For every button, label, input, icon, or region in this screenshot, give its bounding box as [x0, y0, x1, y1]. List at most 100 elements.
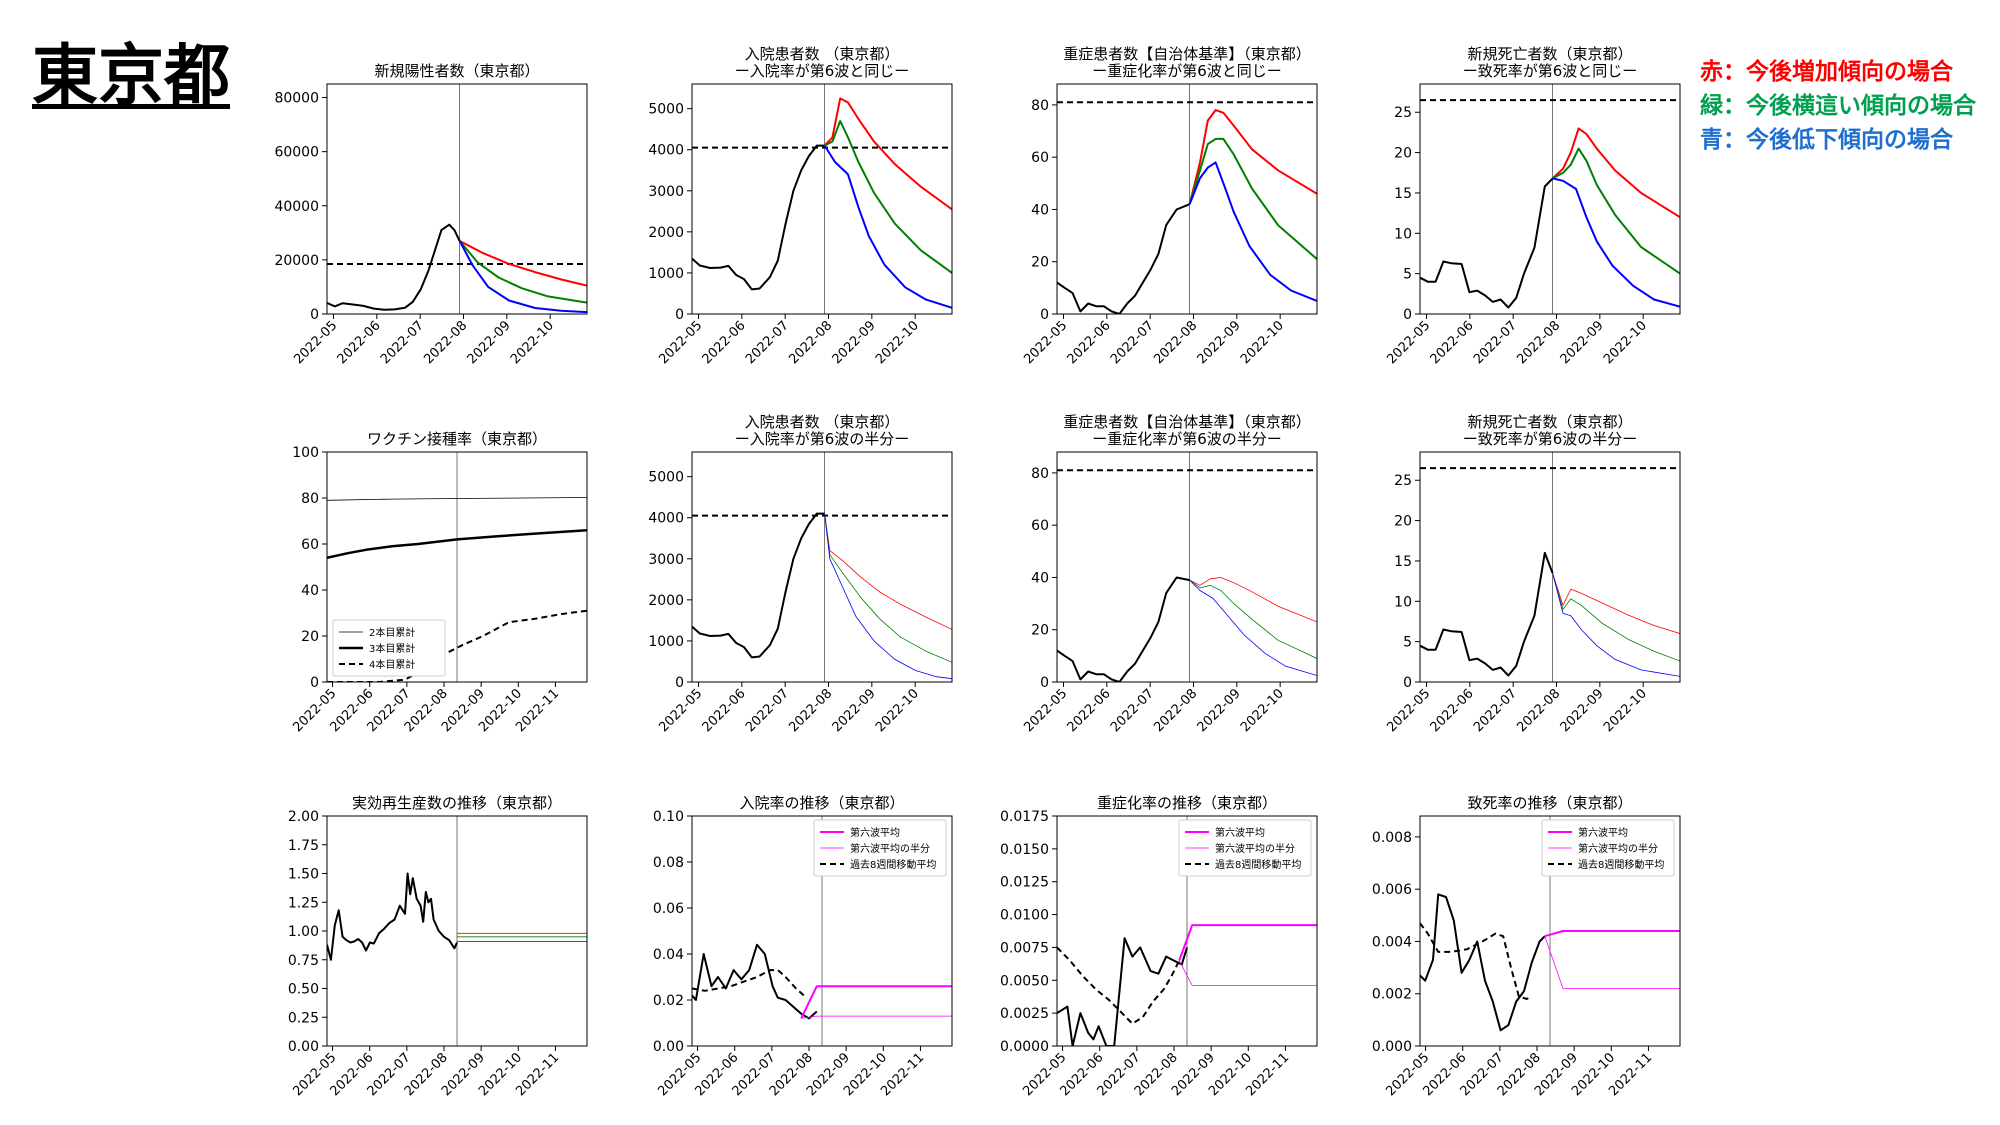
- y-tick-label: 1.00: [288, 924, 319, 940]
- y-tick-label: 0.50: [288, 982, 319, 998]
- y-tick-label: 0.0125: [1000, 875, 1049, 891]
- series-line-2: [459, 240, 587, 287]
- series-line-3: [1544, 930, 1680, 938]
- series-line-2: [1551, 127, 1680, 219]
- chart-title: ー致死率が第6波の半分ー: [1463, 430, 1638, 448]
- y-tick-label: 0.0150: [1000, 842, 1049, 858]
- y-tick-label: 0: [1403, 675, 1412, 691]
- series-line-3: [1188, 137, 1317, 260]
- y-tick-label: 0: [1040, 675, 1049, 691]
- series-line-1: [1057, 937, 1188, 1046]
- x-tick-label: 2022-05: [291, 318, 340, 367]
- x-tick-label: 2022-07: [1471, 686, 1520, 735]
- y-tick-label: 0: [1403, 307, 1412, 323]
- chart-title: 重症患者数【自治体基準】（東京都）: [1063, 413, 1311, 431]
- legend-label: 第六波平均: [1215, 826, 1265, 839]
- x-tick-label: 2022-08: [1514, 686, 1563, 735]
- x-tick-label: 2022-06: [1065, 686, 1114, 735]
- chart-title: 新規死亡者数（東京都）: [1467, 413, 1632, 431]
- x-tick-label: 2022-10: [1238, 318, 1287, 367]
- y-tick-label: 1000: [648, 634, 684, 650]
- x-tick-label: 2022-07: [1471, 318, 1520, 367]
- legend-box: [1541, 819, 1675, 877]
- x-tick-label: 2022-09: [1558, 686, 1607, 735]
- y-tick-label: 20: [1031, 623, 1049, 639]
- legend-note-blue: 青：今後低下傾向の場合: [1700, 127, 1953, 153]
- series-line-2: [1420, 922, 1533, 1000]
- chart-title: 重症化率の推移（東京都）: [1097, 794, 1277, 812]
- series-group: [1057, 576, 1317, 682]
- plot-frame: [1056, 815, 1318, 1047]
- legend-label: 第六波平均の半分: [850, 842, 930, 855]
- y-tick-label: 40: [1031, 570, 1049, 586]
- series-line-2: [1057, 946, 1181, 1025]
- series-group: [1057, 109, 1317, 314]
- chart-legend: 2本目累計 3本目累計 4本目累計: [332, 619, 446, 677]
- y-tick-label: 1.25: [288, 895, 319, 911]
- legend-label: 第六波平均の半分: [1578, 842, 1658, 855]
- y-tick-label: 0: [310, 307, 319, 323]
- chart-title: 入院患者数 （東京都）: [745, 413, 900, 431]
- chart-3: 重症患者数【自治体基準】（東京都）ー重症化率が第6波と同じー 0 20 40 60 80 2…: [1021, 45, 1318, 367]
- y-tick-label: 2000: [648, 593, 684, 609]
- series-line-3: [458, 240, 587, 304]
- chart-title: 致死率の推移（東京都）: [1467, 794, 1632, 812]
- x-tick-label: 2022-08: [1514, 318, 1563, 367]
- chart-title: 新規死亡者数（東京都）: [1467, 45, 1632, 63]
- chart-title: ワクチン接種率（東京都）: [367, 430, 547, 448]
- series-line-4: [801, 1015, 952, 1019]
- y-tick-label: 0.008: [1372, 830, 1412, 846]
- y-tick-label: 20: [1031, 255, 1049, 271]
- x-tick-label: 2022-10: [1238, 686, 1287, 735]
- series-group: [1420, 893, 1680, 1032]
- x-tick-label: 2022-08: [421, 318, 470, 367]
- x-tick-label: 2022-09: [1558, 318, 1607, 367]
- x-tick-label: 2022-08: [1151, 686, 1200, 735]
- y-tick-label: 0.08: [653, 855, 684, 871]
- plot-frame: [691, 451, 953, 683]
- plot-frame: [1056, 83, 1318, 315]
- y-tick-label: 0.004: [1372, 934, 1412, 950]
- y-tick-label: 20: [301, 629, 319, 645]
- x-tick-label: 2022-06: [335, 318, 384, 367]
- plot-frame: [1419, 451, 1681, 683]
- y-tick-label: 4000: [648, 511, 684, 527]
- legend-box: [813, 819, 947, 877]
- series-line-2: [823, 97, 952, 211]
- y-tick-label: 5000: [648, 102, 684, 118]
- x-tick-label: 2022-10: [1601, 318, 1650, 367]
- legend-label: 過去8週間移動平均: [1215, 858, 1301, 871]
- y-tick-label: 25: [1394, 473, 1412, 489]
- x-tick-label: 2022-09: [1195, 318, 1244, 367]
- chart-title: ー致死率が第6波と同じー: [1463, 62, 1638, 80]
- x-tick-label: 2022-08: [786, 318, 835, 367]
- legend-label: 過去8週間移動平均: [850, 858, 936, 871]
- series-line-3: [1552, 572, 1680, 662]
- x-tick-label: 2022-06: [700, 686, 749, 735]
- y-tick-label: 40000: [274, 199, 319, 215]
- y-tick-label: 0.0100: [1000, 908, 1049, 924]
- series-group: [1057, 924, 1317, 1046]
- y-tick-label: 5: [1403, 267, 1412, 283]
- y-tick-label: 0: [1040, 307, 1049, 323]
- plot-frame: [691, 815, 953, 1047]
- y-tick-label: 4000: [648, 143, 684, 159]
- y-tick-label: 25: [1394, 105, 1412, 121]
- y-tick-label: 60: [1031, 518, 1049, 534]
- y-tick-label: 2.00: [288, 809, 319, 825]
- legend-label: 4本目累計: [369, 658, 415, 671]
- chart-10: 入院率の推移（東京都）0.000.020.040.060.080.102022-…: [653, 794, 953, 1099]
- y-tick-label: 1.50: [288, 867, 319, 883]
- plot-frame: [326, 451, 588, 683]
- chart-4: 新規死亡者数（東京都）ー致死率が第6波と同じー 0 5 10 15 20 25 2022-05…: [1384, 45, 1681, 367]
- x-tick-label: 2022-09: [465, 318, 514, 367]
- y-tick-label: 0.0025: [1000, 1006, 1049, 1022]
- x-tick-label: 2022-07: [1108, 318, 1157, 367]
- y-tick-label: 0.10: [653, 809, 684, 825]
- series-line-3: [824, 513, 952, 663]
- series-line-3: [1552, 147, 1680, 275]
- y-tick-label: 40: [1031, 202, 1049, 218]
